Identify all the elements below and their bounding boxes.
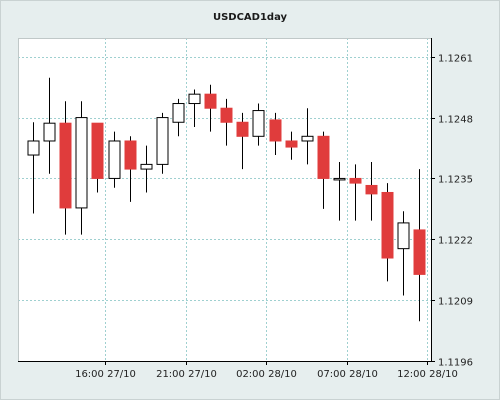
candle-body-down <box>317 135 330 179</box>
candle-body-down <box>413 229 426 275</box>
candle-body-up <box>172 103 185 123</box>
y-tick-label: 1.1209 <box>438 297 473 308</box>
candle-body-down <box>381 191 394 259</box>
candle-body-down <box>91 122 104 179</box>
candle-body-down <box>220 107 233 123</box>
candle-body-down <box>365 184 378 195</box>
candle-body-up <box>301 135 314 142</box>
candle-body-down <box>236 121 249 137</box>
chart-title: USDCAD1day <box>212 12 288 23</box>
y-tick-label: 1.1261 <box>438 54 473 65</box>
candle-body-up <box>333 177 346 181</box>
candle-body-up <box>156 117 169 165</box>
candle-body-up <box>108 140 121 179</box>
y-tick-label: 1.1196 <box>438 358 473 369</box>
candle-body-down <box>285 140 298 148</box>
x-tick-label: 16:00 27/10 <box>75 369 136 380</box>
y-tick-label: 1.1222 <box>438 236 473 247</box>
x-tick-label: 02:00 28/10 <box>236 369 297 380</box>
x-tick-label: 21:00 27/10 <box>156 369 217 380</box>
candle-body-down <box>59 122 72 209</box>
candle-body-up <box>252 110 265 137</box>
candle-body-up <box>397 222 410 250</box>
candle-body-up <box>27 140 40 156</box>
candle-body-down <box>349 177 362 184</box>
y-tick-label: 1.1248 <box>438 115 473 126</box>
candle-body-down <box>269 119 282 142</box>
candle-body-up <box>43 122 56 142</box>
x-tick-label: 12:00 28/10 <box>397 369 458 380</box>
candle-body-up <box>75 117 88 209</box>
candle-body-down <box>124 140 137 170</box>
x-tick-label: 07:00 28/10 <box>317 369 378 380</box>
candle-body-down <box>204 93 217 109</box>
y-tick-label: 1.1235 <box>438 175 473 186</box>
candle-body-up <box>188 93 201 105</box>
candle-body-up <box>140 163 153 170</box>
